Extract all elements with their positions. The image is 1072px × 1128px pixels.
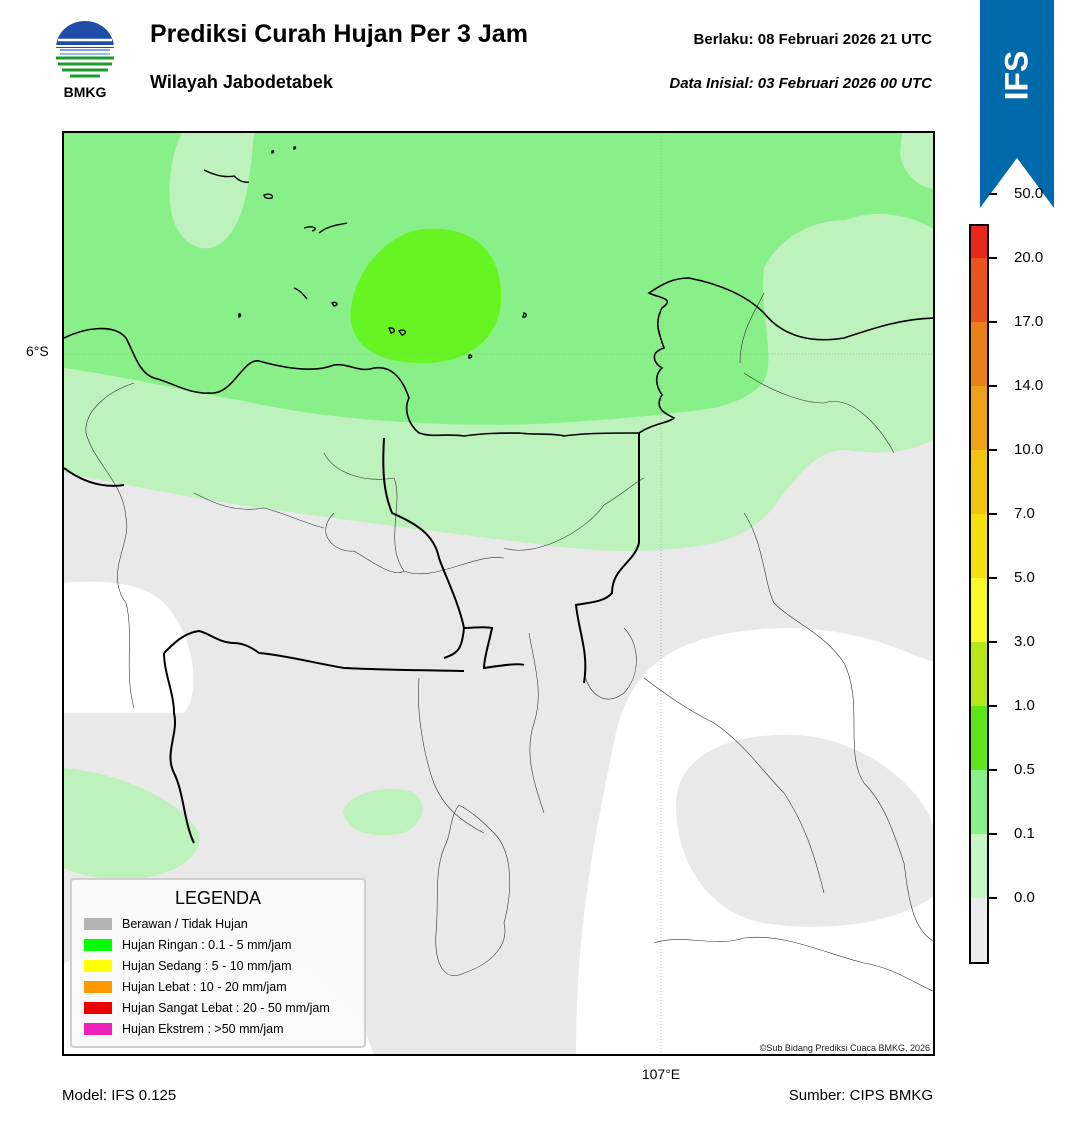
colorbar-tick (989, 257, 997, 259)
legend-item: Berawan / Tidak Hujan (84, 916, 248, 932)
logo-text: BMKG (63, 84, 107, 100)
colorbar-tick (989, 577, 997, 579)
colorbar-segment (971, 578, 987, 642)
colorbar-tick (989, 385, 997, 387)
colorbar-tick-label: 0.5 (1014, 761, 1035, 778)
legend-label: Berawan / Tidak Hujan (122, 917, 248, 931)
colorbar-tick-label: 14.0 (1014, 377, 1044, 394)
legend-swatch (84, 1002, 112, 1014)
bmkg-logo (52, 20, 118, 104)
colorbar-segment (971, 226, 987, 258)
colorbar-tick (989, 769, 997, 771)
longitude-label: 107°E (641, 1066, 681, 1082)
rain-zone-very-light (824, 214, 933, 273)
legend-swatch (84, 960, 112, 972)
map-title: Prediksi Curah Hujan Per 3 Jam (150, 20, 528, 48)
legend-label: Hujan Ringan : 0.1 - 5 mm/jam (122, 938, 292, 952)
colorbar-tick (989, 193, 997, 195)
colorbar-tick-label: 10.0 (1014, 441, 1044, 458)
colorbar-tick (989, 641, 997, 643)
colorbar-tick-label: 50.0 (1014, 185, 1044, 202)
coastline (64, 277, 933, 437)
legend-swatch (84, 1023, 112, 1035)
colorbar-tick (989, 513, 997, 515)
colorbar-segment (971, 258, 987, 322)
legend-item: Hujan Ekstrem : >50 mm/jam (84, 1021, 284, 1037)
legend-swatch (84, 981, 112, 993)
colorbar-segment (971, 706, 987, 770)
colorbar-tick-label: 20.0 (1014, 249, 1044, 266)
model-banner (980, 0, 1054, 208)
legend-item: Hujan Ringan : 0.1 - 5 mm/jam (84, 937, 292, 953)
latitude-label: 6°S (26, 343, 49, 359)
banner-label: IFS (980, 40, 1054, 110)
colorbar-segment (971, 386, 987, 450)
colorbar-tick-label: 17.0 (1014, 313, 1044, 330)
colorbar (969, 224, 989, 964)
rain-zone-very-light (169, 133, 254, 249)
legend-label: Hujan Sedang : 5 - 10 mm/jam (122, 959, 292, 973)
colorbar-segment (971, 770, 987, 834)
colorbar-tick (989, 705, 997, 707)
rain-zone-very-light (64, 768, 200, 880)
legend-label: Hujan Ekstrem : >50 mm/jam (122, 1022, 284, 1036)
province-boundaries (64, 433, 640, 844)
colorbar-tick (989, 897, 997, 899)
rain-zone-moderate (350, 228, 502, 363)
colorbar-tick-label: 7.0 (1014, 505, 1035, 522)
colorbar-segment (971, 322, 987, 386)
islands (203, 146, 527, 359)
colorbar-tick (989, 321, 997, 323)
legend-item: Hujan Lebat : 10 - 20 mm/jam (84, 979, 287, 995)
legend-box: LEGENDA Berawan / Tidak Hujan Hujan Ring… (70, 878, 366, 1048)
legend-swatch (84, 939, 112, 951)
legend-item: Hujan Sangat Lebat : 20 - 50 mm/jam (84, 1000, 330, 1016)
legend-title: LEGENDA (174, 888, 262, 908)
colorbar-tick-label: 0.1 (1014, 825, 1035, 842)
initial-data-time: Data Inisial: 03 Februari 2026 00 UTC (669, 75, 932, 92)
colorbar-segment (971, 642, 987, 706)
legend-label: Hujan Lebat : 10 - 20 mm/jam (122, 980, 287, 994)
map-subtitle: Wilayah Jabodetabek (150, 72, 333, 92)
banner-label-text: IFS (998, 50, 1035, 100)
colorbar-segment (971, 898, 987, 962)
colorbar-segment (971, 450, 987, 514)
legend-label: Hujan Sangat Lebat : 20 - 50 mm/jam (122, 1001, 330, 1015)
rain-zone-very-light (343, 789, 423, 836)
rain-zone-very-light (900, 133, 933, 189)
legend-item: Hujan Sedang : 5 - 10 mm/jam (84, 958, 292, 974)
model-label: Model: IFS 0.125 (62, 1087, 177, 1104)
colorbar-tick (989, 449, 997, 451)
colorbar-tick-label: 0.0 (1014, 889, 1035, 906)
colorbar-tick-label: 1.0 (1014, 697, 1035, 714)
colorbar-segment (971, 834, 987, 898)
colorbar-tick (989, 833, 997, 835)
colorbar-segment (971, 514, 987, 578)
source-label: Sumber: CIPS BMKG (788, 1087, 933, 1104)
valid-time: Berlaku: 08 Februari 2026 21 UTC (693, 31, 932, 48)
colorbar-tick-label: 5.0 (1014, 569, 1035, 586)
clear-zone (64, 581, 194, 713)
copyright-note: ©Sub Bidang Prediksi Cuaca BMKG, 2026 (759, 1043, 930, 1053)
colorbar-tick-label: 3.0 (1014, 633, 1035, 650)
legend-swatch (84, 918, 112, 930)
